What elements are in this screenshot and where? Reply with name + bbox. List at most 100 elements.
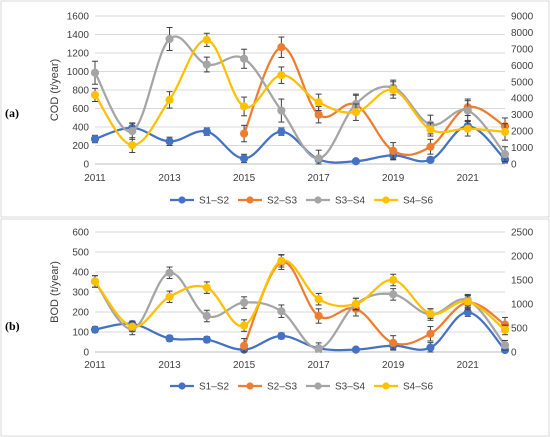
y-right-tick-label: 1000 — [511, 143, 534, 154]
data-point — [90, 277, 100, 286]
data-point — [239, 129, 249, 138]
data-point — [239, 102, 249, 111]
data-point — [500, 341, 510, 350]
panel-label: (b) — [5, 319, 20, 333]
x-tick-label: 2011 — [84, 360, 106, 371]
x-tick-label: 2021 — [457, 360, 480, 371]
data-point — [165, 34, 174, 44]
data-point — [165, 268, 174, 277]
y-left-tick-label: 1600 — [67, 12, 90, 23]
y-right-tick-label: 9000 — [511, 12, 534, 23]
data-point — [202, 60, 211, 69]
data-point — [314, 295, 323, 304]
data-point — [426, 142, 435, 151]
legend-marker — [314, 382, 322, 390]
data-point — [314, 98, 323, 107]
x-tick-label: 2015 — [233, 173, 256, 184]
y-right-tick-label: 8000 — [511, 28, 534, 39]
data-point — [500, 325, 510, 335]
data-point — [165, 292, 174, 301]
y-left-tick-label: 100 — [72, 328, 89, 339]
data-point — [314, 311, 323, 321]
data-point — [389, 275, 398, 285]
data-point — [128, 127, 137, 136]
y-axis-title: BOD (t/year) — [49, 261, 61, 323]
y-left-tick-label: 600 — [72, 228, 89, 239]
data-point — [90, 90, 100, 100]
data-point — [426, 125, 435, 134]
data-point — [463, 297, 472, 306]
legend-item-s4-s6: S4–S6 — [374, 382, 433, 393]
data-point — [277, 331, 286, 341]
legend-marker — [178, 196, 186, 204]
x-tick-label: 2019 — [382, 173, 405, 184]
y-left-tick-label: 1200 — [67, 49, 90, 60]
data-point — [314, 154, 323, 163]
data-point — [202, 35, 211, 44]
y-right-tick-label: 2500 — [511, 228, 534, 239]
y-left-tick-label: 400 — [72, 123, 89, 134]
legend-item-s2-s3: S2–S3 — [238, 196, 297, 207]
x-tick-label: 2011 — [84, 173, 106, 184]
legend-marker — [246, 382, 254, 390]
data-point — [314, 110, 323, 119]
x-tick-label: 2017 — [308, 360, 331, 371]
legend-item-s1-s2: S1–S2 — [170, 382, 229, 393]
y-right-tick-label: 1500 — [511, 276, 534, 287]
data-point — [426, 309, 435, 318]
legend-item-s3-s4: S3–S4 — [306, 196, 365, 207]
x-tick-label: 2019 — [382, 360, 405, 371]
y-right-tick-label: 7000 — [511, 44, 534, 55]
panel-b: 0 100 200 300 400 500 600 0 500 1000 1500 2000 2500 2… — [0, 218, 550, 437]
legend-label: S3–S4 — [335, 196, 365, 207]
legend-label: S4–S6 — [403, 382, 433, 393]
series-s4-s6 — [90, 254, 510, 336]
x-tick-label: 2021 — [457, 173, 480, 184]
data-point — [239, 341, 249, 350]
data-point — [277, 106, 286, 115]
y-right-tick-label: 2000 — [511, 127, 534, 138]
data-point — [165, 334, 174, 343]
y-left-tick-label: 800 — [72, 86, 89, 97]
legend-marker — [246, 196, 254, 204]
data-point — [239, 298, 249, 307]
data-point — [389, 146, 398, 155]
legend-label: S1–S2 — [199, 196, 229, 207]
data-point — [463, 106, 472, 115]
x-tick-label: 2013 — [158, 173, 181, 184]
y-right-tick-label: 2000 — [511, 252, 534, 263]
y-right-tick-label: 6000 — [511, 61, 534, 72]
data-point — [277, 127, 286, 136]
data-point — [351, 299, 361, 309]
legend-marker — [382, 382, 390, 390]
x-tick-label: 2015 — [233, 360, 256, 371]
series-s1-s2 — [90, 307, 510, 355]
legend-marker — [314, 196, 322, 204]
y-left-tick-label: 300 — [72, 288, 89, 299]
legend-label: S1–S2 — [199, 382, 229, 393]
data-point — [202, 311, 211, 321]
y-right-tick-label: 0 — [511, 348, 517, 359]
y-left-tick-label: 0 — [83, 348, 89, 359]
legend-label: S2–S3 — [267, 196, 297, 207]
legend-item-s3-s4: S3–S4 — [306, 382, 365, 393]
data-point — [239, 154, 249, 163]
data-point — [426, 343, 435, 352]
y-axis-title: COD (t/year) — [49, 59, 61, 121]
x-tick-label: 2017 — [308, 173, 331, 184]
y-right-tick-label: 1000 — [511, 300, 534, 311]
data-point — [277, 307, 286, 316]
y-left-tick-label: 0 — [83, 160, 89, 171]
y-left-tick-label: 600 — [72, 104, 89, 115]
legend-item-s2-s3: S2–S3 — [238, 382, 297, 393]
legend-marker — [382, 196, 390, 204]
data-point — [389, 290, 398, 299]
y-right-tick-label: 3000 — [511, 110, 534, 121]
y-right-tick-label: 5000 — [511, 77, 534, 88]
y-left-tick-label: 500 — [72, 248, 89, 259]
data-point — [128, 322, 137, 331]
data-point — [128, 140, 137, 150]
legend-label: S4–S6 — [403, 196, 433, 207]
data-point — [277, 256, 286, 265]
